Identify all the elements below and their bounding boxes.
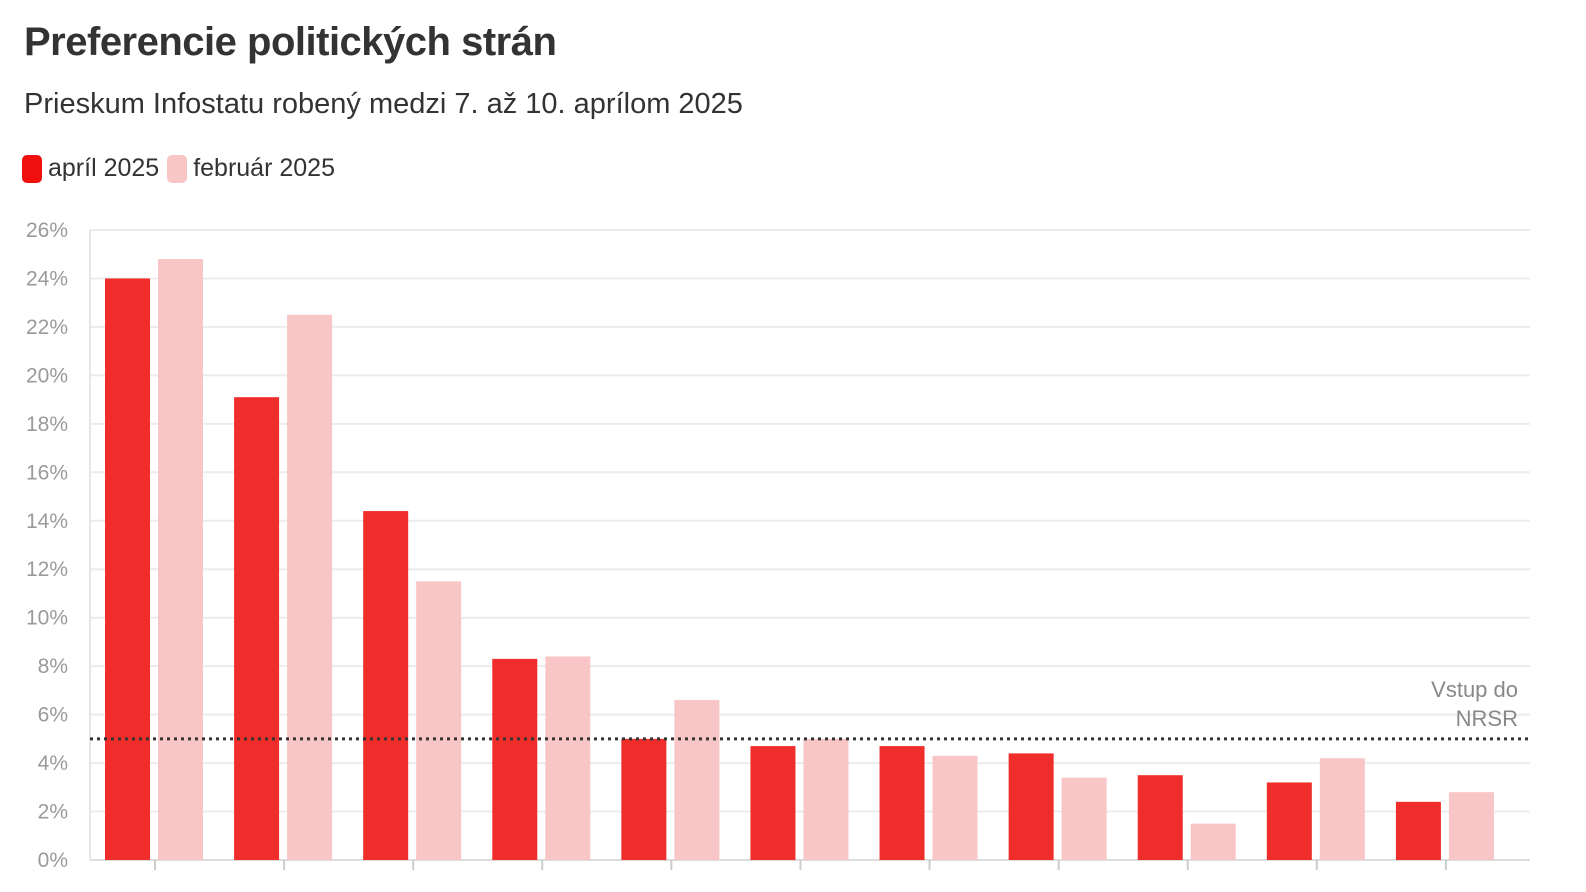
bar-april xyxy=(1137,775,1183,860)
y-tick-label: 2% xyxy=(38,801,68,824)
bar-februar xyxy=(1061,777,1107,860)
legend-label-april: apríl 2025 xyxy=(48,154,160,182)
bar-februar xyxy=(1319,758,1365,860)
y-tick-label: 18% xyxy=(26,413,68,436)
bar-februar xyxy=(1190,823,1236,860)
chart-title: Preferencie politických strán xyxy=(24,20,557,64)
threshold-layer: Vstup do NRSR xyxy=(90,677,1530,741)
y-tick-label: 12% xyxy=(26,558,68,581)
legend-item-april[interactable]: apríl 2025 xyxy=(22,154,159,183)
y-tick-label: 10% xyxy=(26,607,68,630)
legend: apríl 2025 február 2025 xyxy=(22,154,343,183)
bar-februar xyxy=(932,755,978,860)
bar-april xyxy=(1395,801,1441,860)
bar-april xyxy=(105,278,150,860)
bar-februar xyxy=(545,656,591,860)
y-tick-label: 16% xyxy=(26,461,68,484)
bar-april xyxy=(234,397,280,860)
bar-april xyxy=(1266,782,1312,860)
legend-swatch-april xyxy=(22,154,42,183)
legend-swatch-februar xyxy=(167,154,188,183)
bar-april xyxy=(363,511,409,860)
chart-subtitle: Prieskum Infostatu robený medzi 7. až 10… xyxy=(24,88,743,120)
y-tick-label: 20% xyxy=(26,364,68,387)
legend-label-februar: február 2025 xyxy=(193,154,335,182)
bar-april xyxy=(1008,753,1054,860)
bar-februar xyxy=(287,314,333,860)
y-tick-label: 26% xyxy=(26,219,68,242)
y-tick-label: 8% xyxy=(38,655,68,678)
threshold-label-line2: NRSR xyxy=(1456,706,1518,731)
bar-april xyxy=(750,746,796,860)
y-tick-label: 4% xyxy=(38,752,68,775)
threshold-label-line1: Vstup do xyxy=(1431,677,1518,702)
legend-item-februar[interactable]: február 2025 xyxy=(167,154,335,183)
bar-februar xyxy=(674,700,720,860)
y-tick-label: 14% xyxy=(26,510,68,533)
bar-februar xyxy=(803,738,849,860)
bar-april xyxy=(879,746,925,860)
bar-februar xyxy=(416,581,462,860)
bar-februar xyxy=(1448,792,1494,860)
y-tick-label: 6% xyxy=(38,704,68,727)
bar-februar xyxy=(158,259,203,861)
bar-april xyxy=(621,738,667,860)
bar-april xyxy=(492,658,538,860)
y-tick-label: 24% xyxy=(26,267,68,290)
y-tick-label: 0% xyxy=(38,849,68,872)
y-tick-label: 22% xyxy=(26,316,68,339)
bars-layer xyxy=(105,259,1494,861)
